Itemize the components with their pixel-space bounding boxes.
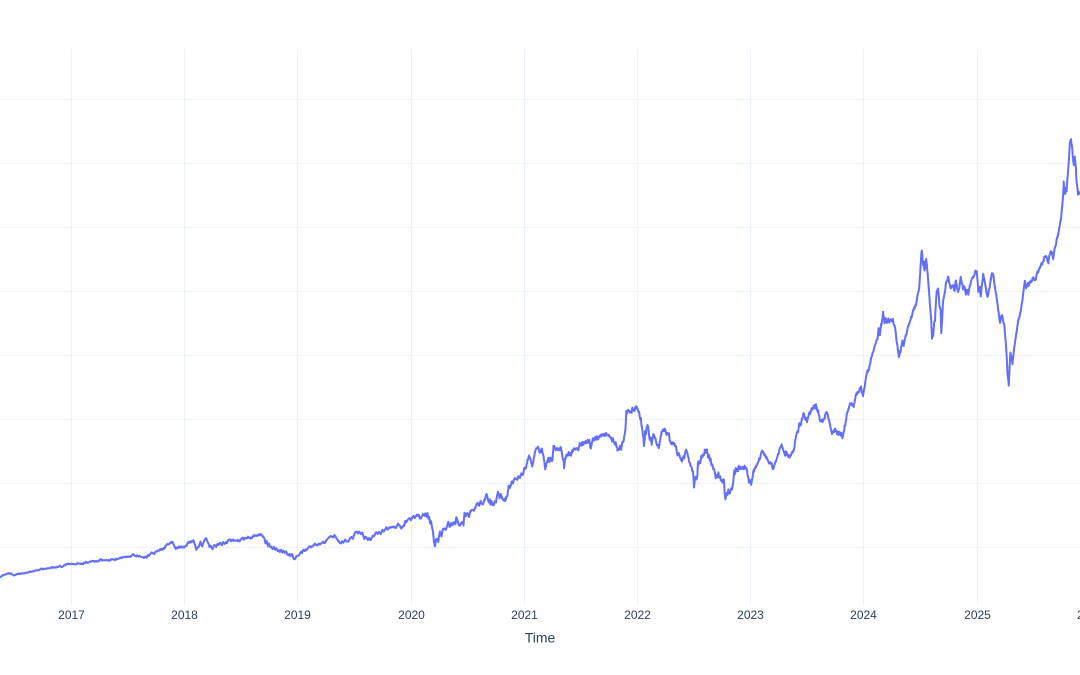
svg-text:2024: 2024: [850, 608, 877, 622]
svg-text:2025: 2025: [964, 608, 991, 622]
svg-text:2021: 2021: [511, 608, 538, 622]
svg-text:2022: 2022: [624, 608, 651, 622]
svg-text:2019: 2019: [284, 608, 311, 622]
svg-text:2026: 2026: [1077, 608, 1080, 622]
svg-text:2023: 2023: [737, 608, 764, 622]
svg-text:2017: 2017: [58, 608, 85, 622]
svg-text:Time: Time: [525, 630, 556, 646]
svg-text:2018: 2018: [171, 608, 198, 622]
svg-text:2020: 2020: [398, 608, 425, 622]
